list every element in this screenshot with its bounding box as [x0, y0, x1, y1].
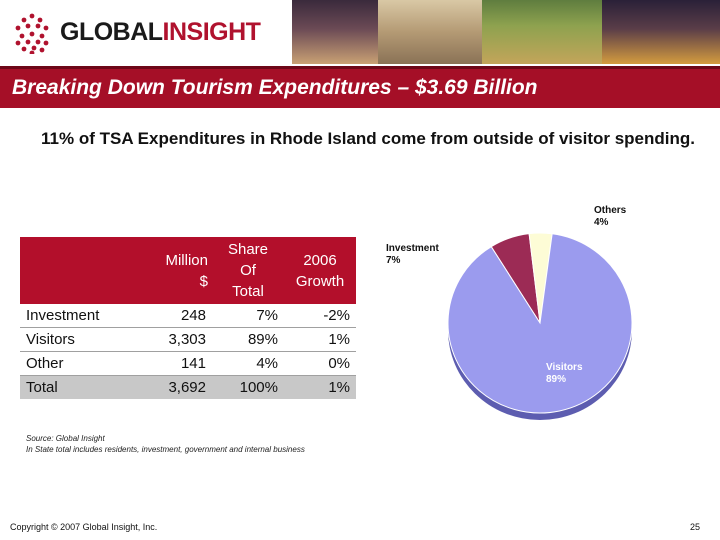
row-growth: 0%	[284, 351, 356, 376]
header-growth: 2006 Growth	[284, 237, 356, 304]
table-row: Visitors 3,303 89% 1%	[20, 327, 356, 352]
logo-word-insight: INSIGHT	[162, 18, 261, 46]
logo-word-global: GLOBAL	[60, 18, 163, 46]
pie-label-visitors: Visitors 89%	[546, 362, 583, 385]
expenditure-table: Million $ Share Of Total 2006 Growth Investm…	[20, 237, 356, 399]
page-number: 25	[690, 522, 701, 532]
pie-label-others: Others 4%	[594, 205, 627, 228]
source-note: Source: Global Insight In State total inc…	[26, 434, 305, 454]
pie-label-investment: Investment 7%	[386, 243, 439, 266]
row-growth: 1%	[284, 327, 356, 352]
row-share: 89%	[212, 327, 284, 352]
row-growth: -2%	[284, 304, 356, 328]
park-photo	[482, 0, 602, 64]
total-label: Total	[20, 375, 132, 399]
row-label: Investment	[20, 304, 132, 328]
total-million: 3,692	[132, 375, 212, 399]
table-row: Investment 248 7% -2%	[20, 304, 356, 328]
city-night-photo	[602, 0, 720, 64]
total-share: 100%	[212, 375, 284, 399]
row-share: 4%	[212, 351, 284, 376]
slide-title: Breaking Down Tourism Expenditures – $3.…	[12, 76, 538, 99]
row-share: 7%	[212, 304, 284, 328]
row-million: 248	[132, 304, 212, 328]
ballroom-photo	[378, 0, 482, 64]
table-header-row: Million $ Share Of Total 2006 Growth	[20, 237, 356, 304]
table-total-row: Total 3,692 100% 1%	[20, 375, 356, 399]
header-share: Share Of Total	[212, 237, 284, 304]
copyright: Copyright © 2007 Global Insight, Inc.	[10, 522, 158, 532]
slide-subtitle: 11% of TSA Expenditures in Rhode Island …	[41, 129, 695, 148]
total-growth: 1%	[284, 375, 356, 399]
row-million: 141	[132, 351, 212, 376]
title-bar	[0, 66, 720, 108]
row-million: 3,303	[132, 327, 212, 352]
logo-globe-icon	[15, 13, 49, 54]
table-row: Other 141 4% 0%	[20, 351, 356, 376]
header-million: Million $	[132, 237, 212, 304]
row-label: Visitors	[20, 327, 132, 352]
header: GLOBALINSIGHT	[0, 0, 720, 64]
row-label: Other	[20, 351, 132, 376]
pie-chart	[447, 232, 633, 420]
header-blank	[20, 237, 132, 304]
lighthouse-photo	[292, 0, 378, 64]
logo: GLOBALINSIGHT	[60, 18, 261, 47]
pie-slice-visitors	[447, 233, 633, 414]
